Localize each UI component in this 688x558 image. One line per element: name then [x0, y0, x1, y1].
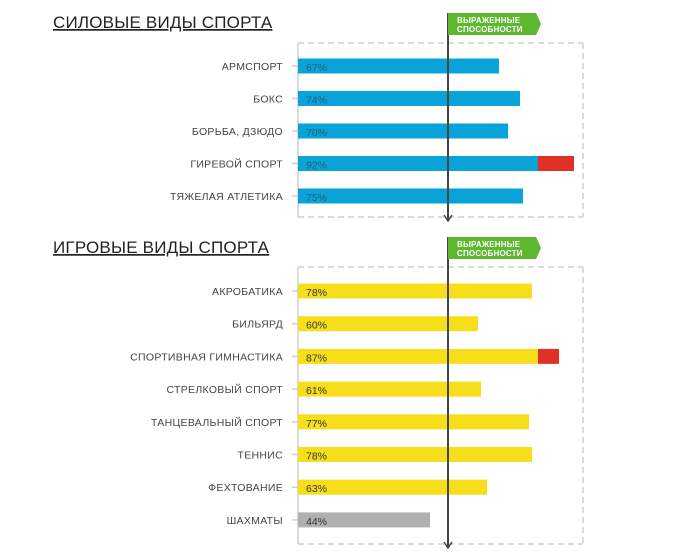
category-label: СТРЕЛКОВЫЙ СПОРТ [166, 383, 283, 396]
category-label: АКРОБАТИКА [212, 286, 283, 298]
bar [298, 316, 478, 332]
value-label: 44% [306, 516, 327, 528]
section-title: ИГРОВЫЕ ВИДЫ СПОРТА [53, 238, 270, 257]
value-label: 67% [306, 62, 327, 74]
bar [298, 512, 430, 528]
bar [298, 381, 481, 397]
value-label: 74% [306, 95, 327, 107]
threshold-flag [448, 13, 541, 35]
bar [298, 283, 532, 299]
bar [298, 123, 508, 139]
threshold-arrow [443, 541, 453, 550]
value-label: 75% [306, 192, 327, 204]
bar-red-segment [538, 156, 574, 171]
threshold-flag-label: СПОСОБНОСТИ [457, 25, 523, 34]
value-label: 63% [306, 483, 327, 495]
bar [298, 91, 520, 106]
threshold-arrow [443, 214, 453, 223]
category-label: ФЕХТОВАНИЕ [208, 482, 283, 494]
category-label: ТАНЦЕВАЛЬНЫЙ СПОРТ [151, 416, 283, 429]
bar [298, 414, 529, 430]
threshold-flag [448, 237, 541, 259]
category-label: ШАХМАТЫ [227, 515, 283, 527]
bar [298, 58, 499, 74]
value-label: 87% [306, 352, 327, 364]
category-label: БИЛЬЯРД [232, 319, 283, 331]
bar [298, 348, 538, 364]
value-label: 61% [306, 385, 327, 397]
value-label: 78% [306, 287, 327, 299]
section-title: СИЛОВЫЕ ВИДЫ СПОРТА [53, 13, 273, 32]
category-label: СПОРТИВНАЯ ГИМНАСТИКА [130, 351, 283, 363]
category-label: ГИРЕВОЙ СПОРТ [190, 158, 283, 171]
value-label: 70% [306, 127, 327, 139]
value-label: 78% [306, 451, 327, 463]
bar [298, 479, 487, 495]
category-label: БОРЬБА, ДЗЮДО [192, 126, 283, 138]
category-label: ТЕННИС [237, 450, 283, 462]
threshold-flag-label: ВЫРАЖЕННЫЕ [457, 240, 521, 249]
bar [298, 188, 523, 204]
bar [298, 447, 532, 462]
value-label: 60% [306, 320, 327, 332]
category-label: ТЯЖЕЛАЯ АТЛЕТИКА [170, 191, 283, 203]
value-label: 92% [306, 160, 327, 172]
bar-red-segment [538, 348, 559, 364]
threshold-flag-label: ВЫРАЖЕННЫЕ [457, 16, 521, 25]
value-label: 77% [306, 418, 327, 430]
threshold-flag-label: СПОСОБНОСТИ [457, 249, 523, 258]
category-label: БОКС [253, 94, 283, 106]
bar [298, 156, 538, 171]
category-label: АРМСПОРТ [222, 61, 284, 73]
